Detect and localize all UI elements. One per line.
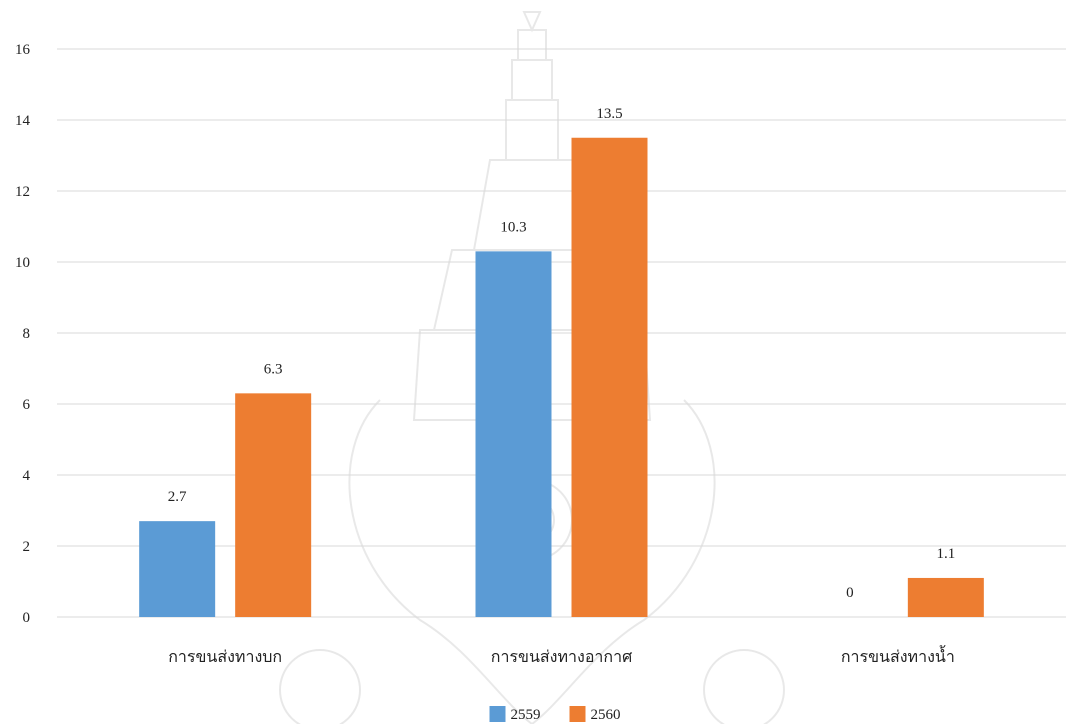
x-category-label: การขนส่งทางบก	[168, 647, 282, 666]
legend-swatch-2560	[569, 706, 586, 722]
y-tick-label: 12	[15, 184, 30, 200]
legend-swatch-2559	[489, 706, 506, 722]
y-tick-label: 0	[23, 610, 31, 626]
gridlines	[57, 48, 1066, 618]
y-tick-label: 10	[15, 255, 30, 271]
y-tick-label: 2	[23, 539, 31, 555]
bar-2560-1	[571, 137, 648, 617]
x-category-label: การขนส่งทางน้ำ	[841, 645, 955, 666]
bar-2559-1	[475, 251, 552, 617]
legend-label: 2559	[511, 707, 541, 723]
bar-2560-0	[235, 393, 312, 617]
bar-2560-2	[907, 577, 984, 617]
legend-label: 2560	[591, 707, 621, 723]
data-label: 0	[846, 585, 854, 601]
data-label: 6.3	[264, 361, 283, 377]
y-tick-label: 6	[23, 397, 31, 413]
y-tick-label: 8	[23, 326, 31, 342]
y-axis: 0 2 4 6 8 10 12 14 16	[15, 42, 31, 626]
legend: 2559 2560	[489, 706, 621, 723]
bars	[139, 137, 984, 617]
data-label: 2.7	[168, 489, 187, 505]
data-label: 1.1	[936, 546, 955, 562]
data-labels: 2.7 6.3 10.3 13.5 0 1.1	[168, 106, 955, 601]
bar-2559-0	[139, 521, 216, 617]
y-tick-label: 4	[23, 468, 31, 484]
y-tick-label: 16	[15, 42, 31, 58]
data-label: 13.5	[596, 106, 622, 122]
x-axis: การขนส่งทางบก การขนส่งทางอากาศ การขนส่งทาง…	[168, 645, 955, 666]
x-category-label: การขนส่งทางอากาศ	[491, 647, 632, 666]
data-label: 10.3	[500, 219, 526, 235]
y-tick-label: 14	[15, 113, 31, 129]
